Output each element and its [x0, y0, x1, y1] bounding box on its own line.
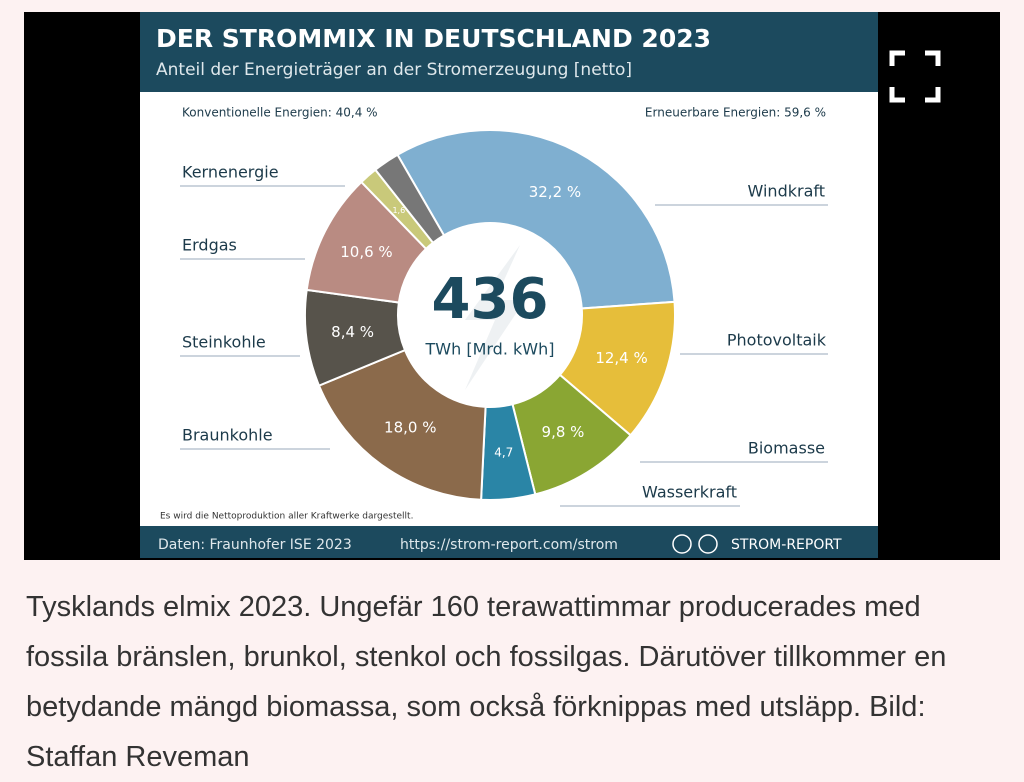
chart-footer — [140, 526, 878, 558]
chart-subtitle: Anteil der Energieträger an der Stromerz… — [156, 60, 632, 80]
category-label: Kernenergie — [182, 163, 279, 182]
category-label: Biomasse — [748, 439, 825, 458]
chart-header — [140, 12, 878, 92]
brand: STROM-REPORT — [731, 537, 842, 553]
caption: Tysklands elmix 2023. Ungefär 160 terawa… — [26, 591, 947, 773]
chart-title: DER STROMMIX IN DEUTSCHLAND 2023 — [156, 24, 711, 53]
cc-icon — [698, 534, 718, 554]
center-value: 436 — [432, 267, 549, 332]
value-label: 9,8 % — [542, 423, 585, 441]
donut: 32,2 % Windkraft 12,4 % Photovoltaik 9,8 % Bi… — [180, 129, 828, 507]
category-label: Windkraft — [748, 182, 825, 201]
category-label: Wasserkraft — [642, 483, 737, 502]
donut-segment — [373, 153, 446, 245]
value-label: 1,6 — [392, 206, 405, 215]
center-label: TWh [Mrd. kWh] — [425, 340, 555, 359]
value-label: 12,4 % — [595, 349, 647, 367]
category-label: Photovoltaik — [727, 331, 827, 350]
value-label: 18,0 % — [384, 419, 436, 437]
cc-icon — [672, 534, 692, 554]
category-label: Erdgas — [182, 236, 237, 255]
value-label: 8,4 % — [331, 323, 374, 341]
url: https://strom-report.com/strom — [400, 537, 618, 553]
category-label: Steinkohle — [182, 333, 266, 352]
bolt-watermark — [465, 245, 525, 390]
donut-segment — [317, 348, 487, 501]
source: Daten: Fraunhofer ISE 2023 — [158, 537, 352, 553]
value-label: 10,6 % — [340, 243, 392, 261]
donut-segment — [396, 129, 676, 310]
chart-image: DER STROMMIX IN DEUTSCHLAND 2023 Anteil … — [24, 12, 1000, 560]
value-label: 4,7 — [494, 445, 513, 459]
right-note: Erneuerbare Energien: 59,6 % — [645, 106, 826, 120]
left-note: Konventionelle Energien: 40,4 % — [182, 106, 378, 120]
fullscreen-button[interactable] — [889, 50, 941, 103]
value-label: 32,2 % — [529, 183, 581, 201]
category-label: Braunkohle — [182, 426, 273, 445]
footnote: Es wird die Nettoproduktion aller Kraftw… — [160, 512, 413, 522]
